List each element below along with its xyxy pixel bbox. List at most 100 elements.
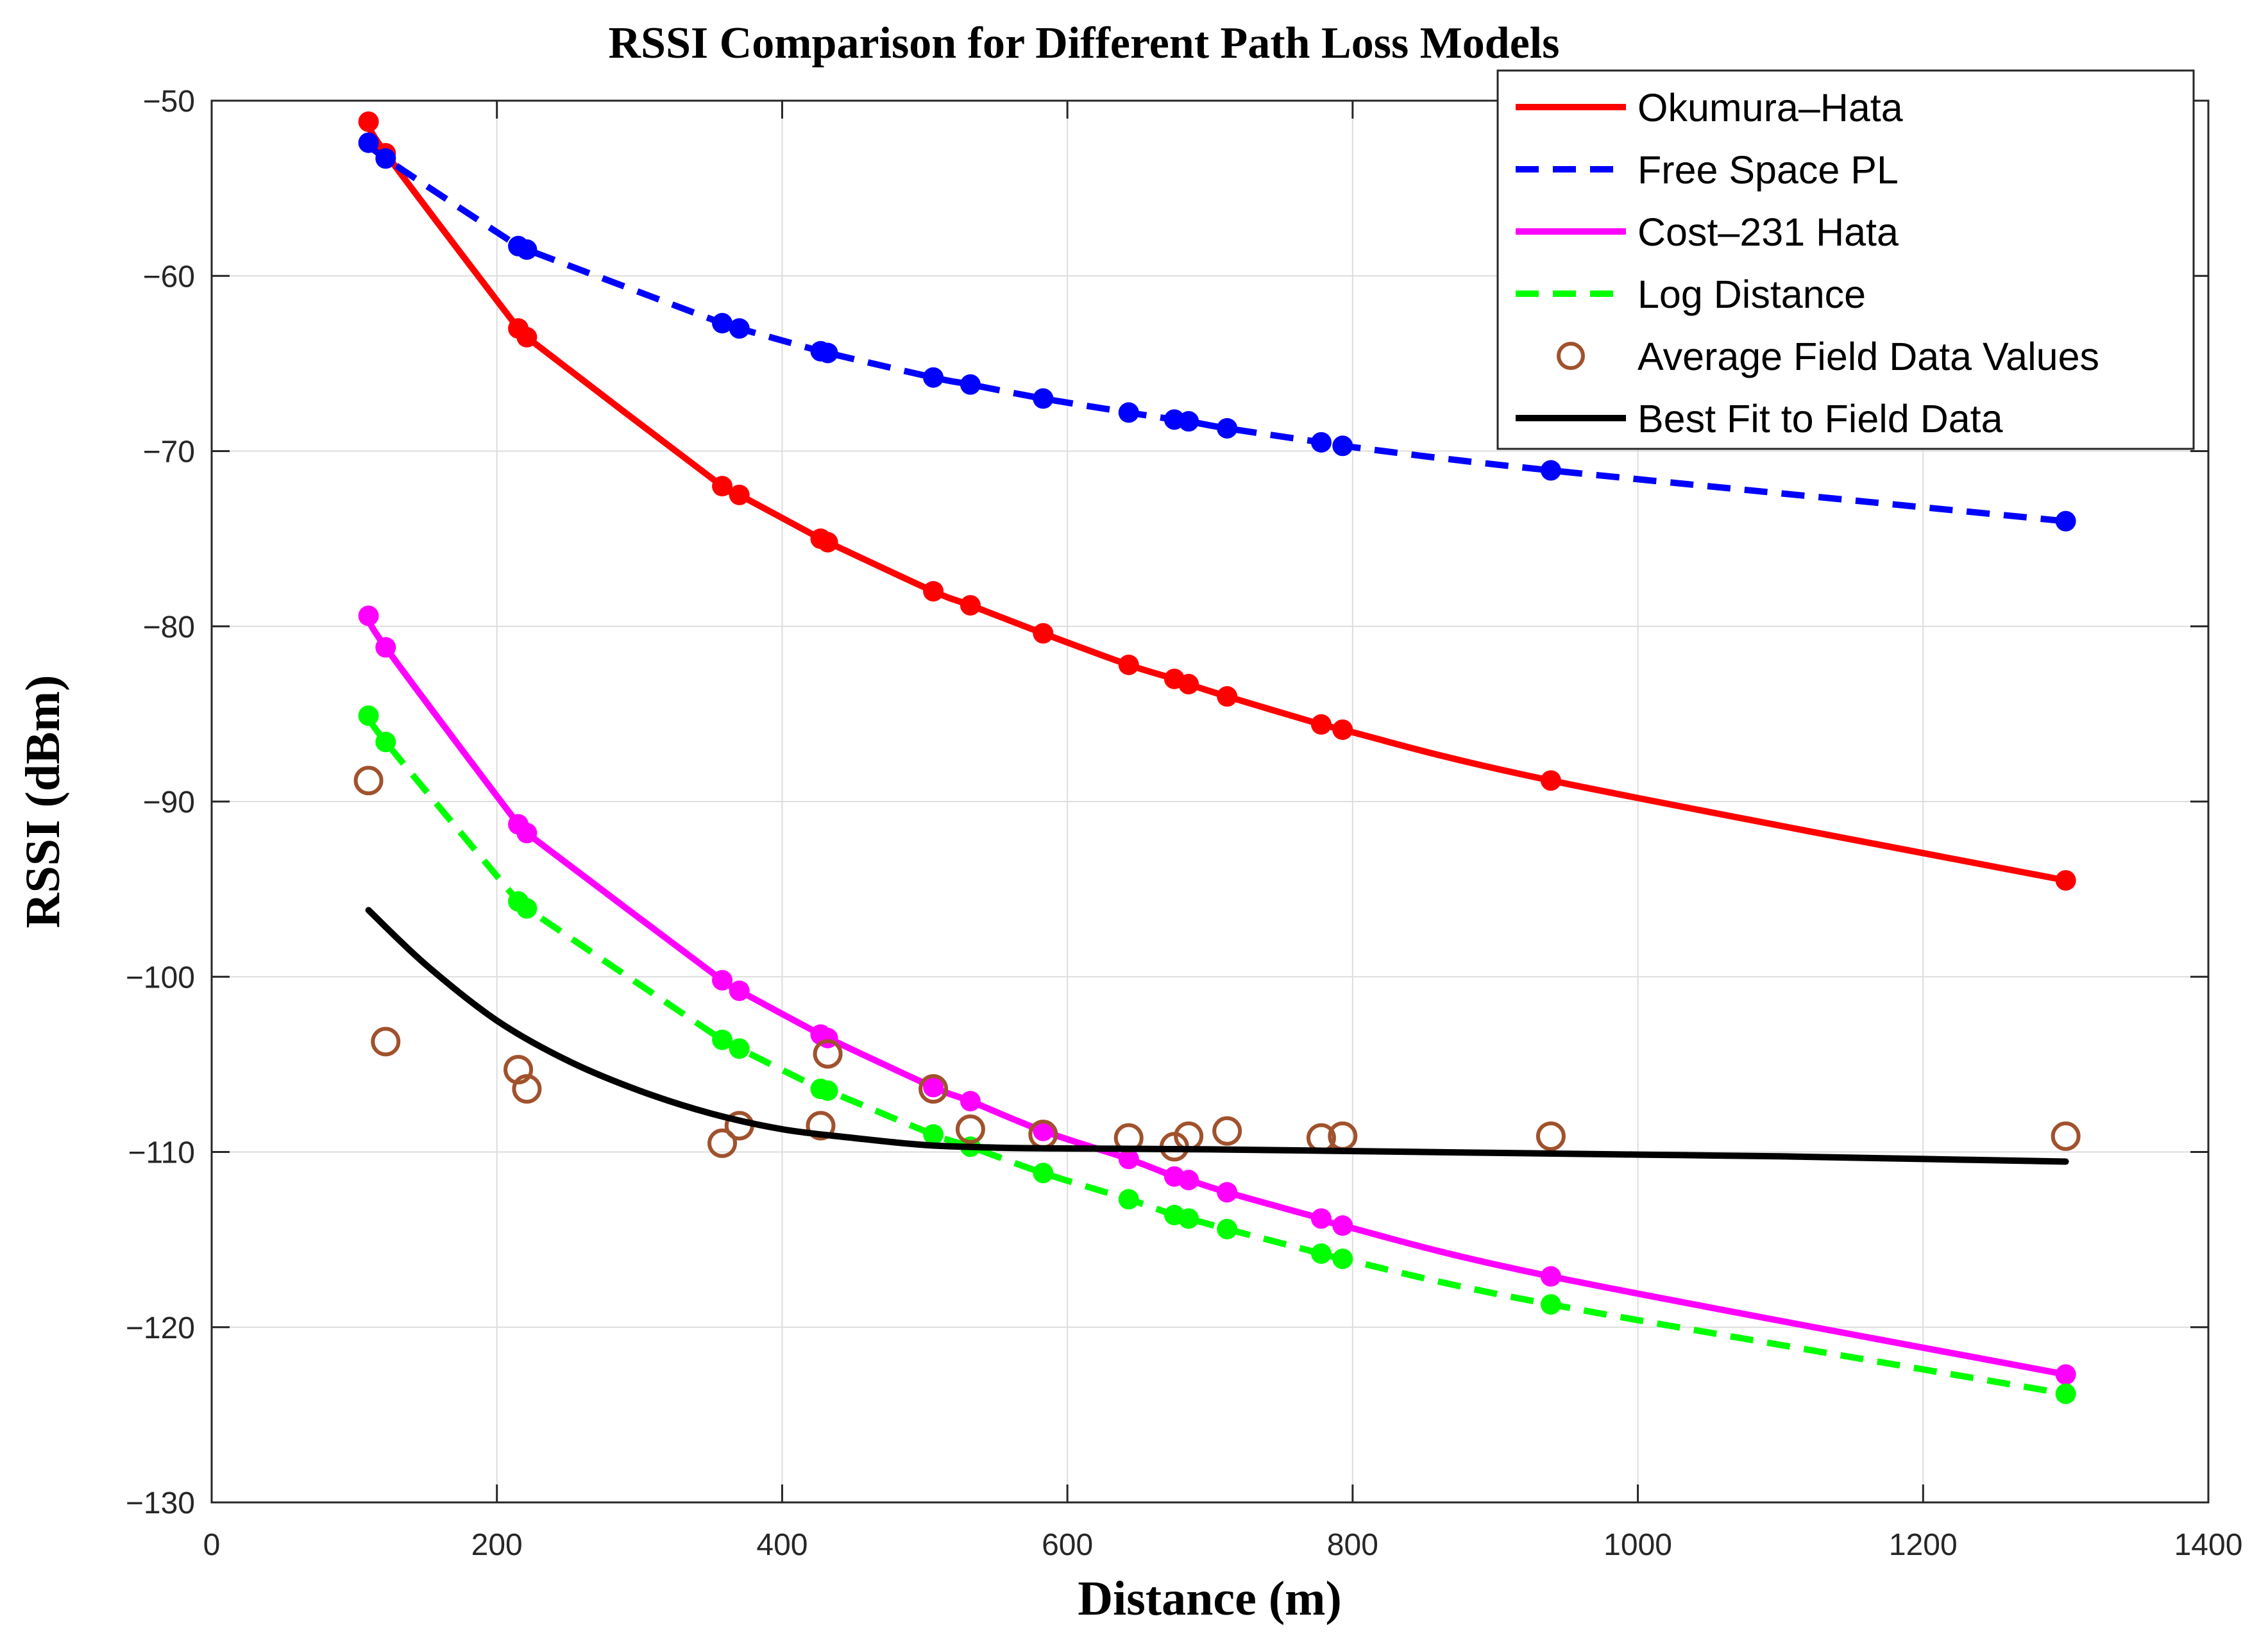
data-point-average-field-data-values	[2051, 1121, 2081, 1151]
x-tick-label: 1000	[1604, 1528, 1672, 1562]
data-point-cost-231-hata	[1217, 1182, 1238, 1203]
data-point-log-distance	[1217, 1218, 1238, 1240]
data-point-free-space-pl	[1118, 402, 1139, 423]
data-point-log-distance	[712, 1029, 733, 1050]
data-point-free-space-pl	[712, 313, 733, 334]
legend-box	[1496, 69, 2195, 450]
y-tick-label: −50	[143, 85, 195, 119]
data-point-cost-231-hata	[1310, 1208, 1332, 1229]
series-cost-231-hata	[358, 605, 2076, 1385]
data-point-cost-231-hata	[516, 823, 537, 844]
data-point-okumura-hata	[1217, 686, 1238, 707]
legend-label-cost-231-hata: Cost–231 Hata	[1638, 210, 1899, 254]
legend-label-average-field-data-values: Average Field Data Values	[1638, 335, 2099, 378]
data-point-okumura-hata	[1033, 623, 1054, 644]
data-point-cost-231-hata	[1033, 1120, 1054, 1141]
data-point-okumura-hata	[817, 532, 838, 553]
data-point-free-space-pl	[2055, 510, 2076, 532]
data-point-log-distance	[1310, 1243, 1332, 1264]
data-point-average-field-data-values	[371, 1027, 401, 1057]
data-point-okumura-hata	[729, 484, 750, 505]
data-point-log-distance	[375, 732, 396, 753]
y-tick-label: −120	[126, 1311, 195, 1345]
data-point-free-space-pl	[1033, 388, 1054, 409]
data-point-log-distance	[729, 1038, 750, 1059]
data-point-average-field-data-values	[1536, 1121, 1566, 1151]
y-tick-label: −130	[126, 1486, 195, 1520]
data-point-cost-231-hata	[1540, 1266, 1561, 1287]
y-axis-label: RSSI (dBm)	[16, 675, 70, 929]
data-point-okumura-hata	[960, 594, 981, 616]
axis-ticks: 0 200 400 600 800 1000 1200 1400 −50 −60 −70 −80 −90…	[126, 85, 2243, 1562]
y-tick-label: −90	[143, 786, 195, 820]
legend-label-okumura-hata: Okumura–Hata	[1638, 86, 1903, 130]
series-okumura-hata	[358, 111, 2076, 891]
data-point-okumura-hata	[1310, 714, 1332, 735]
data-point-average-field-data-values	[504, 1055, 534, 1085]
data-point-okumura-hata	[1332, 719, 1353, 740]
data-point-cost-231-hata	[2055, 1364, 2076, 1385]
data-point-free-space-pl	[923, 367, 944, 388]
data-point-log-distance	[1033, 1163, 1054, 1184]
data-point-okumura-hata	[923, 581, 944, 602]
data-point-cost-231-hata	[712, 970, 733, 991]
x-tick-label: 1400	[2174, 1528, 2243, 1562]
x-axis-label: Distance (m)	[1078, 1572, 1342, 1626]
data-point-log-distance	[516, 898, 537, 919]
data-point-okumura-hata	[1540, 770, 1561, 791]
data-point-log-distance	[1178, 1208, 1199, 1229]
x-tick-label: 200	[471, 1528, 523, 1562]
x-tick-label: 600	[1042, 1528, 1093, 1562]
data-point-free-space-pl	[1217, 417, 1238, 439]
data-point-free-space-pl	[516, 239, 537, 260]
data-point-average-field-data-values	[955, 1114, 985, 1144]
y-tick-label: −60	[143, 260, 195, 294]
legend-label-log-distance: Log Distance	[1638, 273, 1866, 316]
legend: Okumura–Hata Free Space PL Cost–231 Hata Lo…	[1496, 69, 2195, 450]
series-log-distance	[358, 705, 2076, 1404]
series-line-best-fit-to-field-data	[365, 907, 2069, 1165]
data-point-free-space-pl	[375, 148, 396, 169]
data-point-cost-231-hata	[1118, 1148, 1139, 1170]
data-point-cost-231-hata	[960, 1091, 981, 1112]
data-point-free-space-pl	[1540, 460, 1561, 481]
data-point-okumura-hata	[516, 326, 537, 348]
data-point-cost-231-hata	[729, 980, 750, 1002]
data-point-log-distance	[817, 1080, 838, 1101]
x-tick-label: 0	[203, 1528, 221, 1562]
series-layer	[353, 111, 2081, 1404]
data-point-average-field-data-values	[918, 1074, 949, 1104]
data-point-cost-231-hata	[923, 1077, 944, 1098]
data-point-okumura-hata	[1118, 654, 1139, 675]
y-tick-label: −70	[143, 435, 195, 469]
data-point-average-field-data-values	[1212, 1116, 1242, 1146]
data-point-free-space-pl	[1332, 435, 1353, 457]
data-point-okumura-hata	[712, 476, 733, 497]
data-point-log-distance	[1332, 1248, 1353, 1270]
legend-swatch-average-field-data-values	[1557, 342, 1585, 370]
data-point-average-field-data-values	[813, 1039, 843, 1069]
data-point-average-field-data-values	[353, 766, 384, 796]
x-tick-label: 1200	[1889, 1528, 1958, 1562]
series-best-fit-to-field-data	[365, 907, 2069, 1165]
y-tick-label: −110	[128, 1136, 195, 1170]
chart-title: RSSI Comparison for Different Path Loss …	[609, 19, 1560, 68]
data-point-average-field-data-values	[512, 1074, 542, 1104]
data-point-log-distance	[1540, 1294, 1561, 1315]
data-point-free-space-pl	[1310, 432, 1332, 453]
data-point-log-distance	[923, 1124, 944, 1145]
data-point-average-field-data-values	[806, 1111, 836, 1141]
data-point-cost-231-hata	[1332, 1215, 1353, 1236]
x-tick-label: 800	[1327, 1528, 1378, 1562]
data-point-cost-231-hata	[358, 605, 379, 626]
y-tick-label: −80	[143, 610, 195, 644]
data-point-free-space-pl	[960, 374, 981, 395]
data-point-average-field-data-values	[707, 1128, 738, 1158]
legend-label-free-space-pl: Free Space PL	[1638, 148, 1899, 192]
data-point-log-distance	[1118, 1189, 1139, 1210]
data-point-free-space-pl	[1178, 411, 1199, 432]
data-point-free-space-pl	[358, 132, 379, 153]
data-point-okumura-hata	[2055, 870, 2076, 891]
data-point-okumura-hata	[1178, 673, 1199, 694]
